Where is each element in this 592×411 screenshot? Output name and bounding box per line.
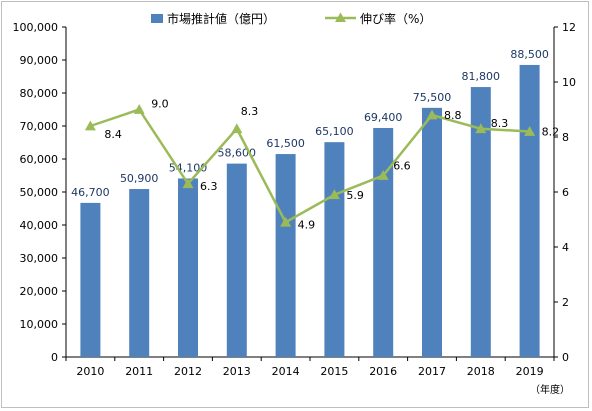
line-data-label: 6.3 bbox=[200, 180, 218, 193]
x-tick-label: 2019 bbox=[516, 365, 544, 378]
x-tick-label: 2011 bbox=[125, 365, 153, 378]
x-tick-label: 2015 bbox=[320, 365, 348, 378]
bar bbox=[178, 178, 198, 357]
x-tick-label: 2013 bbox=[223, 365, 251, 378]
bar bbox=[373, 127, 394, 357]
line-point-marker bbox=[280, 216, 292, 227]
bar-data-label: 50,900 bbox=[120, 172, 159, 185]
bar bbox=[470, 87, 491, 357]
y-right-tick-label: 0 bbox=[562, 351, 569, 364]
x-tick-label: 2018 bbox=[467, 365, 495, 378]
y-left-tick-label: 100,000 bbox=[13, 21, 59, 34]
bar-data-label: 75,500 bbox=[413, 91, 452, 104]
y-right-tick-label: 8 bbox=[562, 131, 569, 144]
line-point-marker bbox=[475, 123, 487, 134]
y-left-tick-label: 70,000 bbox=[20, 120, 59, 133]
bar bbox=[275, 154, 296, 357]
y-left-tick-label: 90,000 bbox=[20, 54, 59, 67]
y-right-tick-label: 2 bbox=[562, 296, 569, 309]
legend-line-marker bbox=[335, 12, 346, 22]
y-left-tick-label: 0 bbox=[51, 351, 58, 364]
y-left-tick-label: 10,000 bbox=[20, 318, 59, 331]
line-point-marker bbox=[231, 123, 243, 134]
line-data-label: 5.9 bbox=[346, 189, 364, 202]
line-data-label: 8.3 bbox=[491, 117, 509, 130]
y-right-tick-label: 4 bbox=[562, 241, 569, 254]
bar-data-label: 69,400 bbox=[364, 111, 403, 124]
line-point-marker bbox=[377, 170, 389, 180]
line-point-marker bbox=[84, 120, 96, 131]
bar bbox=[422, 107, 442, 357]
y-left-tick-label: 60,000 bbox=[20, 153, 59, 166]
legend-line-label: 伸び率（%） bbox=[360, 11, 431, 26]
y-right-tick-label: 12 bbox=[562, 21, 576, 34]
line-series bbox=[89, 108, 530, 224]
y-left-tick-label: 20,000 bbox=[20, 285, 59, 298]
bar-data-label: 88,500 bbox=[510, 48, 549, 61]
bar bbox=[129, 189, 150, 357]
x-tick-label: 2016 bbox=[369, 365, 397, 378]
line-data-label: 8.3 bbox=[241, 105, 258, 118]
bar-data-label: 65,100 bbox=[315, 125, 354, 138]
bar bbox=[226, 163, 247, 357]
x-unit-label: （年度） bbox=[530, 383, 570, 396]
y-left-tick-label: 80,000 bbox=[20, 87, 59, 100]
line-point-marker bbox=[133, 104, 145, 114]
y-left-tick-label: 30,000 bbox=[20, 252, 59, 265]
line-point-marker bbox=[328, 189, 340, 200]
line-data-label: 4.9 bbox=[298, 218, 316, 231]
bar-data-label: 46,700 bbox=[71, 186, 110, 199]
y-left-tick-label: 40,000 bbox=[20, 219, 59, 232]
line-point-marker bbox=[182, 178, 194, 189]
x-tick-label: 2017 bbox=[418, 365, 446, 378]
line-data-label: 8.2 bbox=[542, 126, 560, 139]
x-tick-label: 2014 bbox=[272, 365, 300, 378]
line-point-marker bbox=[426, 109, 438, 120]
line-point-marker bbox=[524, 126, 536, 136]
line-data-label: 6.6 bbox=[393, 160, 411, 173]
x-tick-label: 2012 bbox=[174, 365, 202, 378]
legend-bar-label: 市場推計値（億円） bbox=[167, 11, 275, 26]
y-right-tick-label: 6 bbox=[562, 186, 569, 199]
bar-data-label: 61,500 bbox=[266, 137, 305, 150]
bar-data-label: 81,800 bbox=[462, 70, 501, 83]
line-data-label: 8.8 bbox=[444, 109, 462, 122]
bar bbox=[324, 142, 345, 357]
x-tick-label: 2010 bbox=[76, 365, 104, 378]
y-left-tick-label: 50,000 bbox=[20, 186, 59, 199]
line-data-label: 9.0 bbox=[151, 98, 169, 111]
y-right-tick-label: 10 bbox=[562, 76, 576, 89]
line-data-label: 8.4 bbox=[104, 128, 122, 141]
legend-bar-swatch bbox=[151, 14, 163, 23]
bar bbox=[519, 64, 540, 357]
bar bbox=[80, 202, 101, 357]
